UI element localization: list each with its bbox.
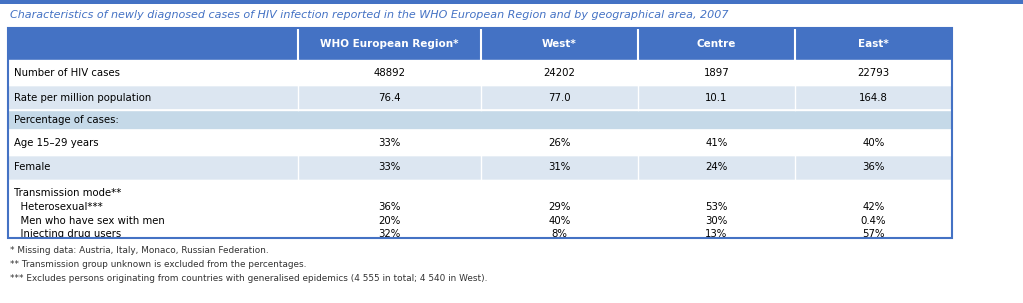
Text: 36%: 36%	[862, 162, 885, 172]
Text: 31%: 31%	[548, 162, 571, 172]
Text: 26%: 26%	[548, 138, 571, 148]
Text: 41%: 41%	[706, 138, 727, 148]
Text: 33%: 33%	[379, 138, 401, 148]
Text: 0.4%: 0.4%	[860, 215, 886, 225]
Text: 48892: 48892	[373, 68, 405, 78]
Text: 8%: 8%	[551, 229, 568, 239]
Text: Heterosexual***: Heterosexual***	[14, 202, 102, 212]
Text: East*: East*	[858, 39, 889, 49]
Text: WHO European Region*: WHO European Region*	[320, 39, 458, 49]
Text: Transmission mode**: Transmission mode**	[14, 188, 122, 198]
Text: Female: Female	[14, 162, 50, 172]
Text: 40%: 40%	[548, 215, 571, 225]
Text: 24%: 24%	[706, 162, 727, 172]
Text: 24202: 24202	[543, 68, 575, 78]
Text: 10.1: 10.1	[705, 92, 727, 102]
Text: 76.4: 76.4	[379, 92, 401, 102]
Text: Men who have sex with men: Men who have sex with men	[14, 215, 165, 225]
Text: West*: West*	[542, 39, 577, 49]
Text: 53%: 53%	[705, 202, 727, 212]
Text: 42%: 42%	[862, 202, 885, 212]
Text: Characteristics of newly diagnosed cases of HIV infection reported in the WHO Eu: Characteristics of newly diagnosed cases…	[10, 10, 728, 20]
Text: 36%: 36%	[379, 202, 401, 212]
Text: Age 15–29 years: Age 15–29 years	[14, 138, 98, 148]
Text: Rate per million population: Rate per million population	[14, 92, 151, 102]
Text: 40%: 40%	[862, 138, 885, 148]
Text: 164.8: 164.8	[859, 92, 888, 102]
Text: 30%: 30%	[706, 215, 727, 225]
Text: 13%: 13%	[706, 229, 727, 239]
Text: 33%: 33%	[379, 162, 401, 172]
Text: Injecting drug users: Injecting drug users	[14, 229, 122, 239]
Text: * Missing data: Austria, Italy, Monaco, Russian Federation.: * Missing data: Austria, Italy, Monaco, …	[10, 246, 269, 255]
Text: 57%: 57%	[862, 229, 885, 239]
Text: 22793: 22793	[857, 68, 890, 78]
Text: 32%: 32%	[379, 229, 401, 239]
Text: 77.0: 77.0	[548, 92, 571, 102]
Text: *** Excludes persons originating from countries with generalised epidemics (4 55: *** Excludes persons originating from co…	[10, 274, 487, 283]
Text: 1897: 1897	[704, 68, 729, 78]
Text: 20%: 20%	[379, 215, 401, 225]
Text: Number of HIV cases: Number of HIV cases	[14, 68, 120, 78]
Text: Centre: Centre	[697, 39, 737, 49]
Text: Percentage of cases:: Percentage of cases:	[14, 115, 119, 125]
Text: 29%: 29%	[548, 202, 571, 212]
Text: ** Transmission group unknown is excluded from the percentages.: ** Transmission group unknown is exclude…	[10, 260, 306, 269]
